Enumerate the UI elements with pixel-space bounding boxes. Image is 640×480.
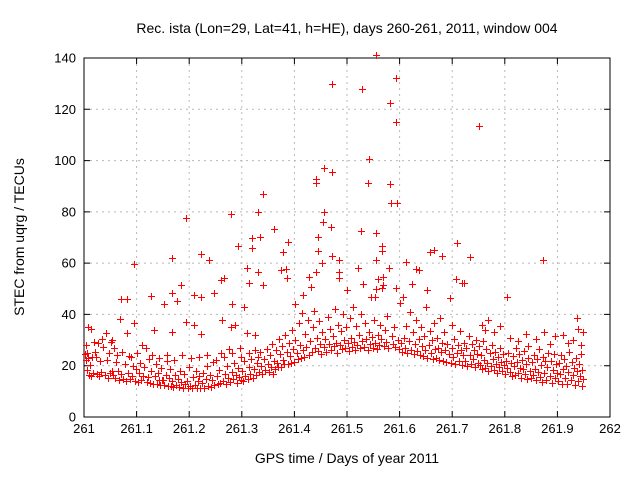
y-tick-label: 80: [62, 204, 76, 219]
x-tick-label: 261.4: [278, 421, 311, 436]
x-tick-label: 261.5: [331, 421, 364, 436]
grid-lines: [84, 58, 610, 417]
x-tick-label: 261.1: [120, 421, 153, 436]
y-tick-label: 60: [62, 256, 76, 271]
y-tick-label: 20: [62, 358, 76, 373]
x-tick-label: 261.7: [436, 421, 469, 436]
x-axis-label: GPS time / Days of year 2011: [254, 450, 440, 466]
x-tick-label: 261: [73, 421, 95, 436]
x-tick-label: 261.2: [173, 421, 206, 436]
y-tick-label: 40: [62, 307, 76, 322]
y-tick-label: 0: [69, 410, 76, 425]
y-tick-label: 140: [54, 51, 76, 66]
scatter-points: [82, 52, 587, 392]
x-tick-label: 261.3: [226, 421, 259, 436]
x-tick-label: 262: [599, 421, 621, 436]
x-tick-label: 261.8: [489, 421, 522, 436]
tick-marks: [83, 57, 611, 418]
y-tick-label: 100: [54, 153, 76, 168]
x-tick-label: 261.6: [383, 421, 416, 436]
y-tick-label: 120: [54, 102, 76, 117]
chart-title: Rec. ista (Lon=29, Lat=41, h=HE), days 2…: [136, 20, 558, 36]
plot-frame: [83, 57, 611, 418]
x-tick-label: 261.9: [541, 421, 574, 436]
